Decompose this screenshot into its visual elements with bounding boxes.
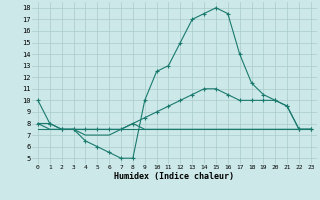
X-axis label: Humidex (Indice chaleur): Humidex (Indice chaleur) (115, 172, 234, 181)
